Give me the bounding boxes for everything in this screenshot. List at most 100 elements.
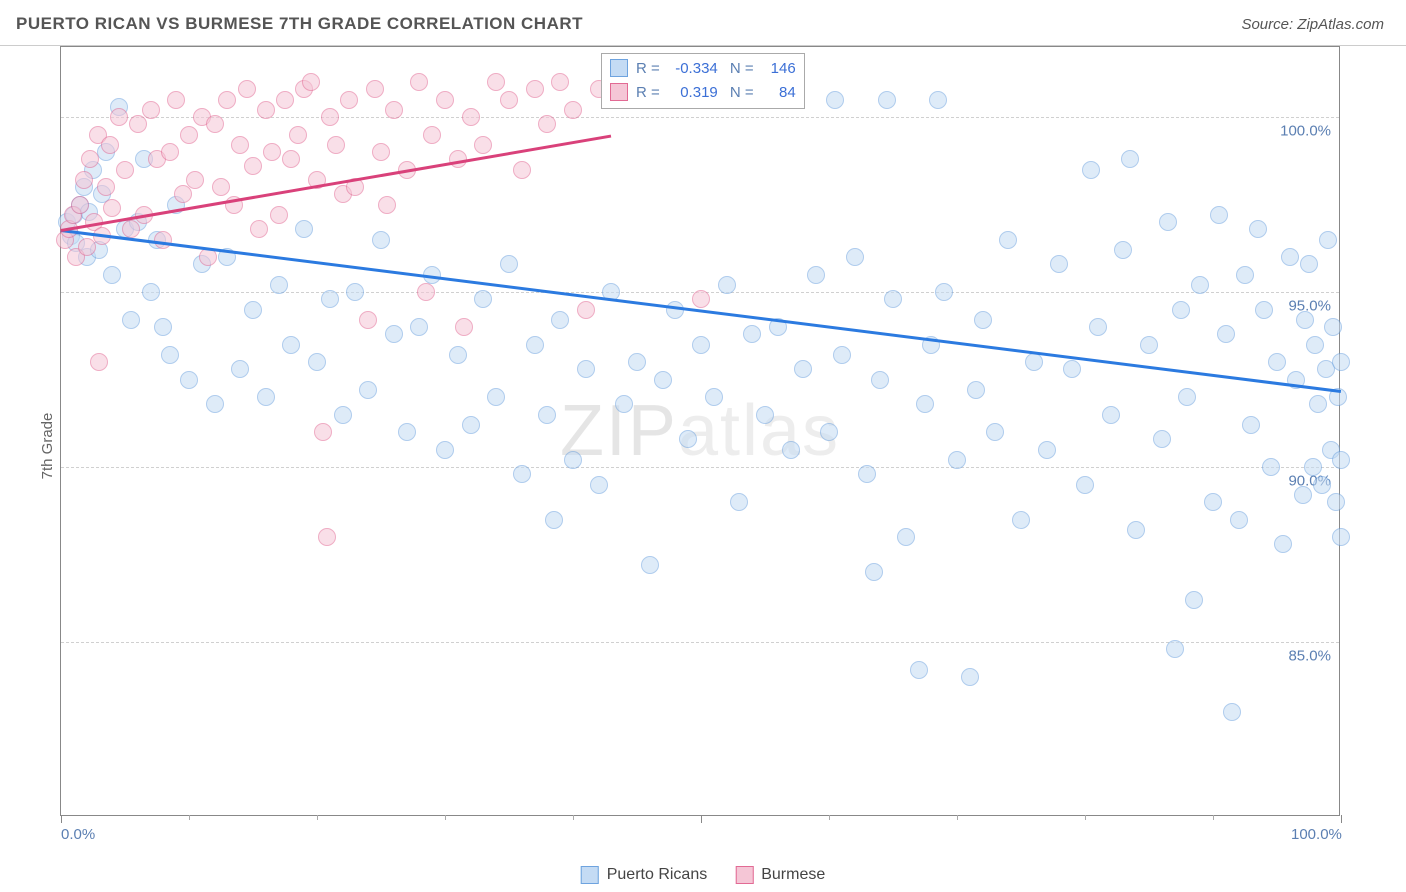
data-point bbox=[1268, 353, 1286, 371]
data-point bbox=[916, 395, 934, 413]
data-point bbox=[1223, 703, 1241, 721]
legend-label: Burmese bbox=[761, 866, 825, 884]
data-point bbox=[238, 80, 256, 98]
data-point bbox=[142, 283, 160, 301]
data-point bbox=[910, 661, 928, 679]
legend-n-label: N = bbox=[726, 60, 754, 77]
data-point bbox=[999, 231, 1017, 249]
data-point bbox=[101, 136, 119, 154]
data-point bbox=[807, 266, 825, 284]
data-point bbox=[186, 171, 204, 189]
correlation-legend-row: R =-0.334 N =146 bbox=[610, 56, 796, 80]
data-point bbox=[794, 360, 812, 378]
chart-title: PUERTO RICAN VS BURMESE 7TH GRADE CORREL… bbox=[16, 14, 583, 34]
data-point bbox=[314, 423, 332, 441]
data-point bbox=[500, 91, 518, 109]
data-point bbox=[1140, 336, 1158, 354]
y-axis-label: 7th Grade bbox=[39, 413, 56, 480]
data-point bbox=[257, 388, 275, 406]
data-point bbox=[1185, 591, 1203, 609]
x-tick-label: 100.0% bbox=[1291, 826, 1342, 843]
data-point bbox=[103, 266, 121, 284]
data-point bbox=[628, 353, 646, 371]
data-point bbox=[1230, 511, 1248, 529]
data-point bbox=[1255, 301, 1273, 319]
data-point bbox=[1204, 493, 1222, 511]
data-point bbox=[929, 91, 947, 109]
data-point bbox=[372, 231, 390, 249]
data-point bbox=[1076, 476, 1094, 494]
data-point bbox=[782, 441, 800, 459]
chart-header: PUERTO RICAN VS BURMESE 7TH GRADE CORREL… bbox=[0, 0, 1406, 46]
data-point bbox=[282, 336, 300, 354]
data-point bbox=[212, 178, 230, 196]
legend-swatch bbox=[610, 83, 628, 101]
data-point bbox=[1242, 416, 1260, 434]
legend-item: Burmese bbox=[735, 866, 825, 884]
x-tick-minor bbox=[957, 815, 958, 820]
data-point bbox=[1121, 150, 1139, 168]
data-point bbox=[1063, 360, 1081, 378]
data-point bbox=[487, 388, 505, 406]
chart-source: Source: ZipAtlas.com bbox=[1241, 16, 1384, 33]
data-point bbox=[110, 108, 128, 126]
data-point bbox=[884, 290, 902, 308]
data-point bbox=[692, 290, 710, 308]
data-point bbox=[1217, 325, 1235, 343]
chart-container: PUERTO RICAN VS BURMESE 7TH GRADE CORREL… bbox=[0, 0, 1406, 892]
correlation-legend: R =-0.334 N =146R =0.319 N =84 bbox=[601, 53, 805, 109]
data-point bbox=[1319, 231, 1337, 249]
data-point bbox=[1191, 276, 1209, 294]
data-point bbox=[116, 161, 134, 179]
data-point bbox=[276, 91, 294, 109]
data-point bbox=[718, 276, 736, 294]
legend-r-value: -0.334 bbox=[668, 60, 718, 77]
data-point bbox=[692, 336, 710, 354]
data-point bbox=[122, 220, 140, 238]
data-point bbox=[820, 423, 838, 441]
data-point bbox=[359, 311, 377, 329]
data-point bbox=[1296, 311, 1314, 329]
data-point bbox=[71, 196, 89, 214]
data-point bbox=[1012, 511, 1030, 529]
legend-n-label: N = bbox=[726, 84, 754, 101]
data-point bbox=[180, 126, 198, 144]
data-point bbox=[564, 101, 582, 119]
data-point bbox=[705, 388, 723, 406]
correlation-legend-row: R =0.319 N =84 bbox=[610, 80, 796, 104]
data-point bbox=[308, 353, 326, 371]
data-point bbox=[1159, 213, 1177, 231]
data-point bbox=[1304, 458, 1322, 476]
data-point bbox=[103, 199, 121, 217]
data-point bbox=[340, 91, 358, 109]
data-point bbox=[878, 91, 896, 109]
data-point bbox=[1127, 521, 1145, 539]
data-point bbox=[871, 371, 889, 389]
data-point bbox=[161, 346, 179, 364]
data-point bbox=[1236, 266, 1254, 284]
data-point bbox=[231, 360, 249, 378]
data-point bbox=[346, 283, 364, 301]
data-point bbox=[846, 248, 864, 266]
data-point bbox=[833, 346, 851, 364]
data-point bbox=[1281, 248, 1299, 266]
legend-r-label: R = bbox=[636, 84, 660, 101]
data-point bbox=[1300, 255, 1318, 273]
data-point bbox=[1089, 318, 1107, 336]
data-point bbox=[948, 451, 966, 469]
data-point bbox=[385, 325, 403, 343]
data-point bbox=[218, 91, 236, 109]
data-point bbox=[858, 465, 876, 483]
data-point bbox=[97, 178, 115, 196]
legend-swatch bbox=[581, 866, 599, 884]
x-tick-minor bbox=[445, 815, 446, 820]
gridline bbox=[61, 117, 1339, 118]
legend-n-value: 84 bbox=[762, 84, 796, 101]
legend-label: Puerto Ricans bbox=[607, 866, 708, 884]
legend-r-label: R = bbox=[636, 60, 660, 77]
data-point bbox=[263, 143, 281, 161]
data-point bbox=[161, 143, 179, 161]
data-point bbox=[730, 493, 748, 511]
data-point bbox=[270, 206, 288, 224]
data-point bbox=[1050, 255, 1068, 273]
